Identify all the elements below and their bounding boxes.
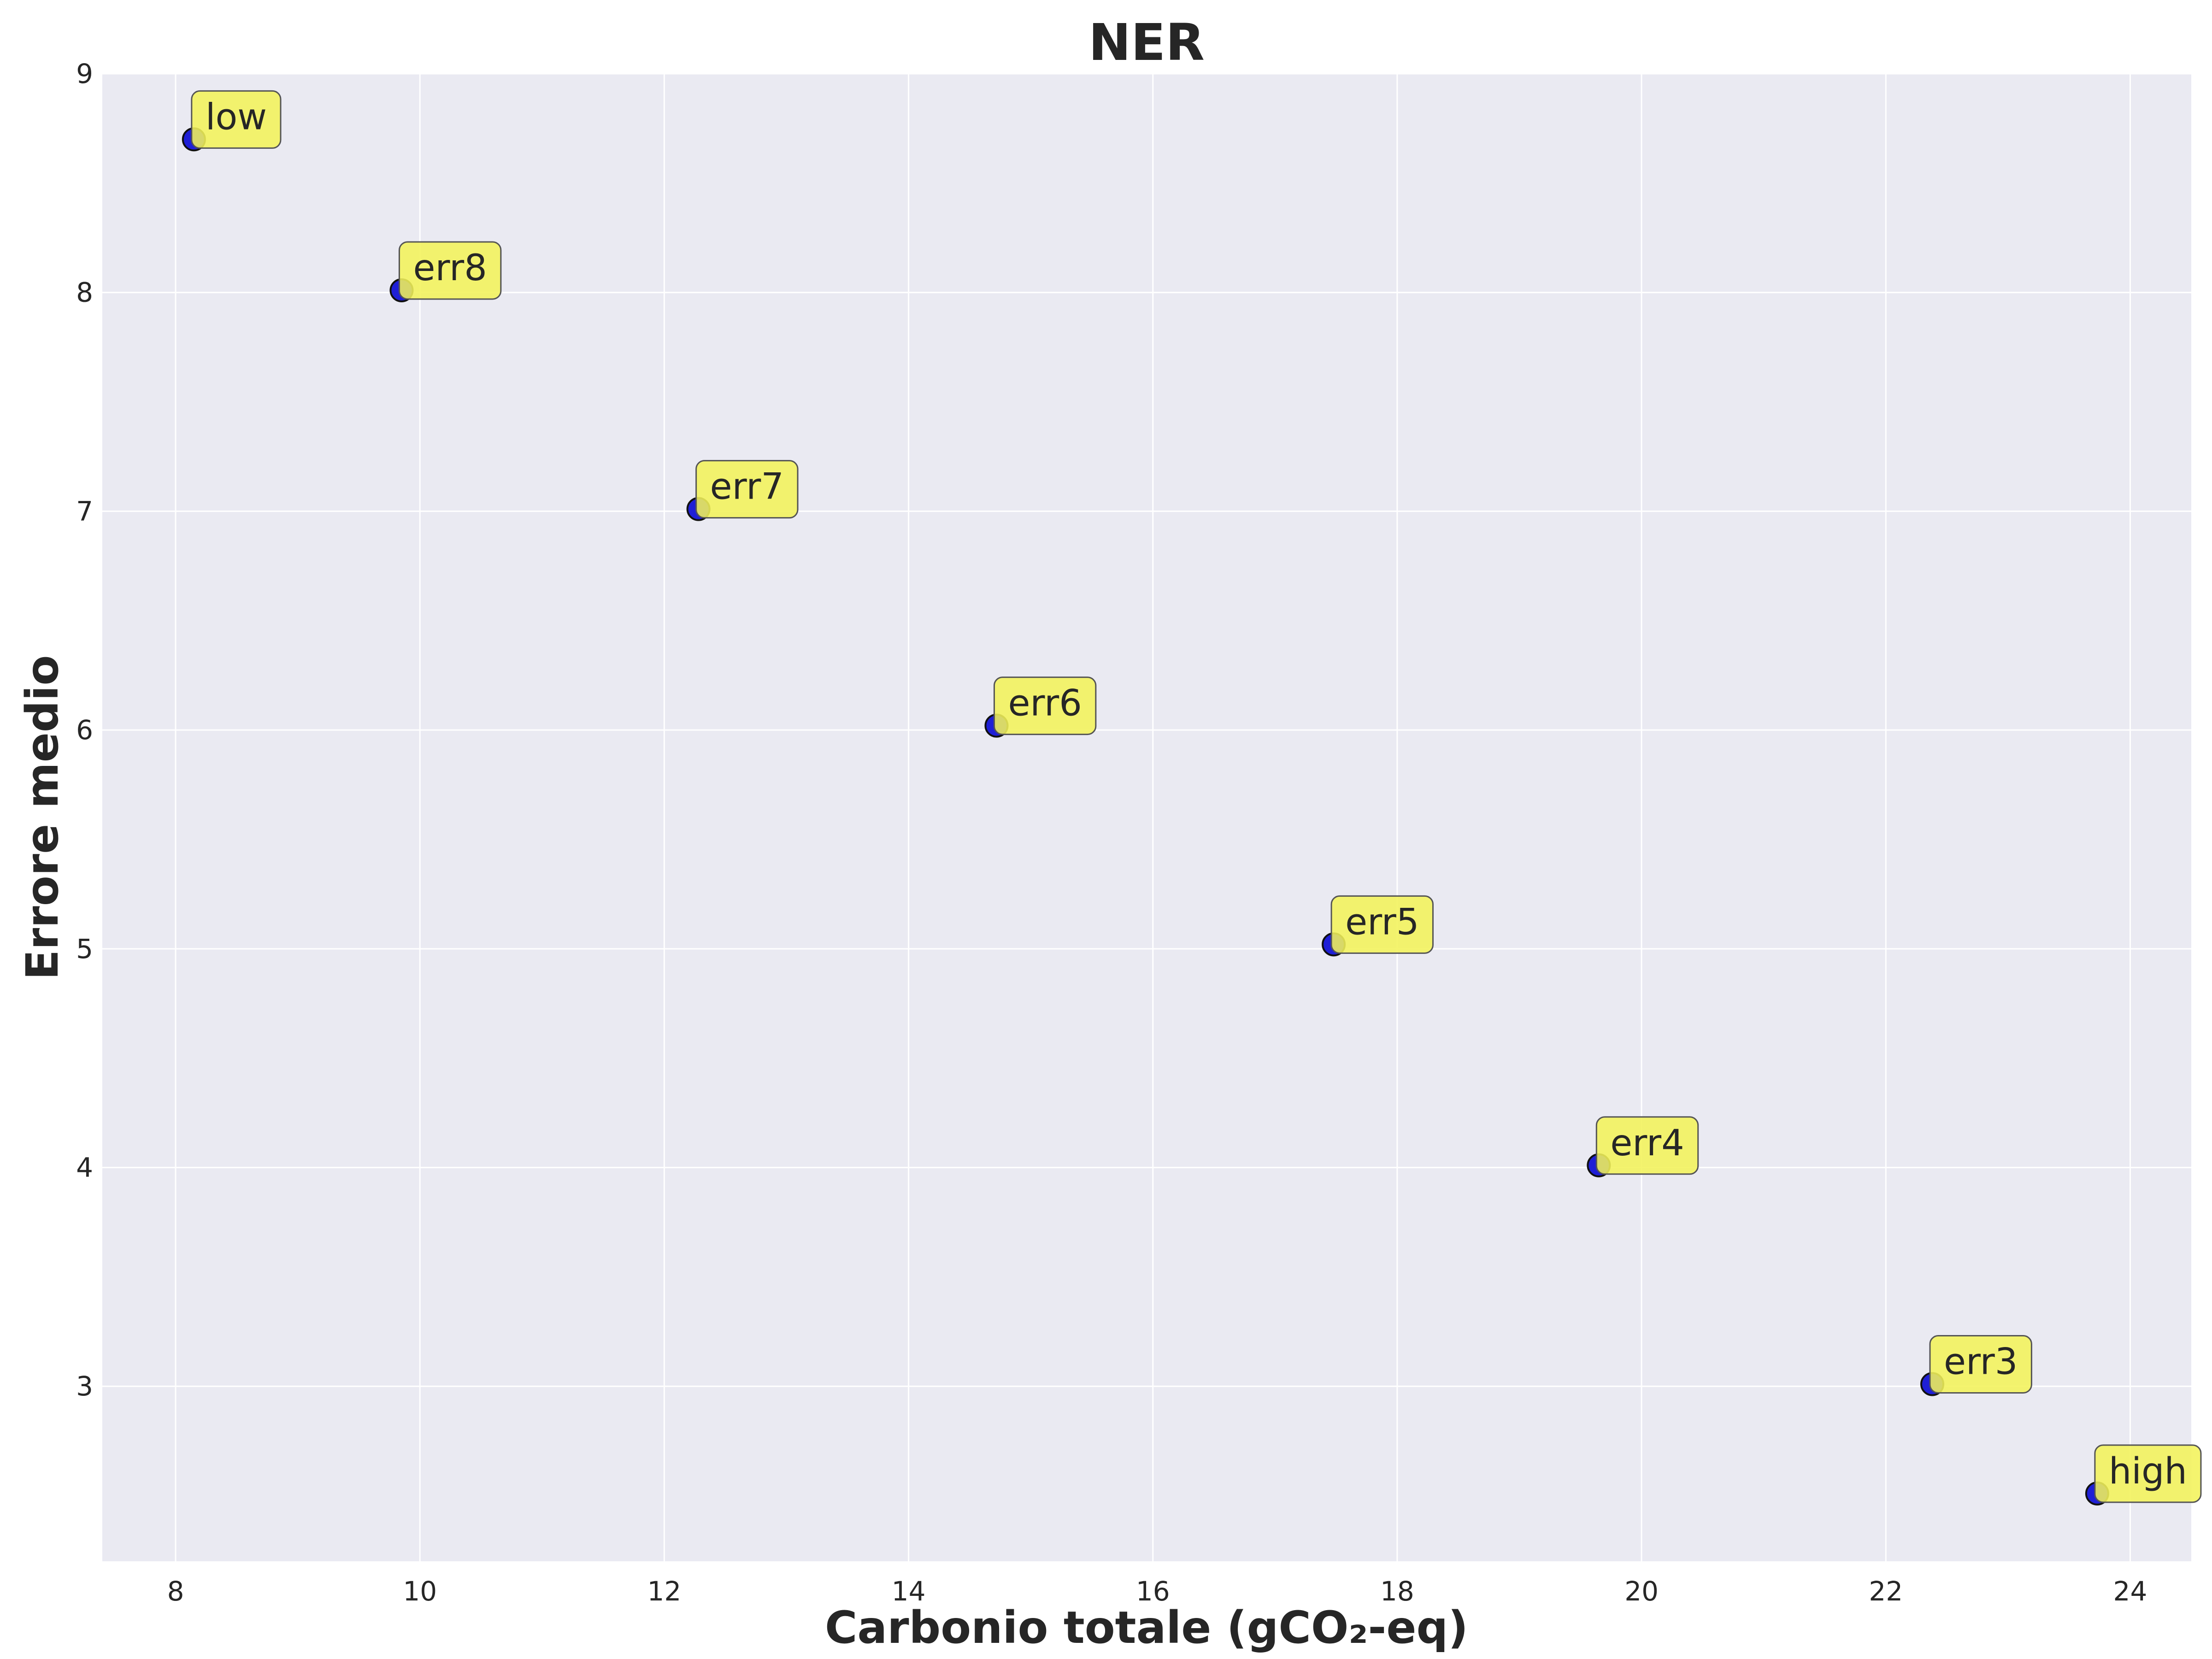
x-tick-label: 22 — [1869, 1576, 1903, 1607]
chart-title: NER — [1088, 13, 1205, 72]
x-tick-label: 8 — [167, 1576, 184, 1607]
annotation-label: err7 — [710, 466, 784, 508]
y-tick-label: 9 — [76, 58, 93, 89]
grid — [102, 73, 2191, 1561]
annotation-label: high — [2109, 1451, 2187, 1492]
annotation-err8: err8 — [398, 241, 502, 300]
annotation-box — [398, 241, 502, 300]
annotation-box — [1330, 895, 1434, 954]
x-tick-label: 12 — [647, 1576, 681, 1607]
y-tick-label: 6 — [76, 714, 93, 746]
annotation-label: err8 — [413, 247, 487, 289]
plot-background — [102, 74, 2191, 1561]
annotation-high: high — [2094, 1444, 2202, 1503]
x-tick-label: 20 — [1624, 1576, 1659, 1607]
tick-labels: 8 10 12 14 16 18 20 22 24 3 4 5 6 7 8 9 — [76, 58, 2147, 1607]
annotation-label: err4 — [1610, 1123, 1684, 1164]
annotation-box — [2094, 1444, 2202, 1503]
point-annotations: low err8 err7 err6 err5 err4 err3 high — [191, 90, 2202, 1503]
x-tick-label: 10 — [403, 1576, 437, 1607]
annotation-low: low — [191, 90, 282, 149]
annotation-err4: err4 — [1595, 1116, 1699, 1175]
y-tick-label: 8 — [76, 277, 93, 308]
x-tick-label: 16 — [1136, 1576, 1170, 1607]
annotation-box — [191, 90, 282, 149]
annotation-box — [1595, 1116, 1699, 1175]
annotation-box — [695, 460, 799, 519]
annotation-label: err5 — [1345, 901, 1419, 943]
annotation-label: err6 — [1008, 683, 1082, 724]
annotation-err7: err7 — [695, 460, 799, 519]
y-tick-label: 3 — [76, 1371, 93, 1402]
annotation-label: low — [206, 96, 267, 138]
y-tick-label: 7 — [76, 495, 93, 527]
x-axis-label: Carbonio totale (gCO₂-eq) — [825, 1602, 1468, 1653]
y-axis-label: Errore medio — [17, 655, 68, 980]
y-tick-label: 5 — [76, 933, 93, 965]
annotation-err5: err5 — [1330, 895, 1434, 954]
annotation-box — [993, 677, 1097, 735]
x-tick-label: 14 — [892, 1576, 926, 1607]
annotation-err3: err3 — [1929, 1335, 2032, 1394]
y-tick-label: 4 — [76, 1152, 93, 1183]
annotation-label: err3 — [1944, 1341, 2018, 1382]
x-tick-label: 18 — [1380, 1576, 1414, 1607]
x-tick-label: 24 — [2113, 1576, 2147, 1607]
annotation-err6: err6 — [993, 677, 1097, 735]
annotation-box — [1929, 1335, 2032, 1394]
